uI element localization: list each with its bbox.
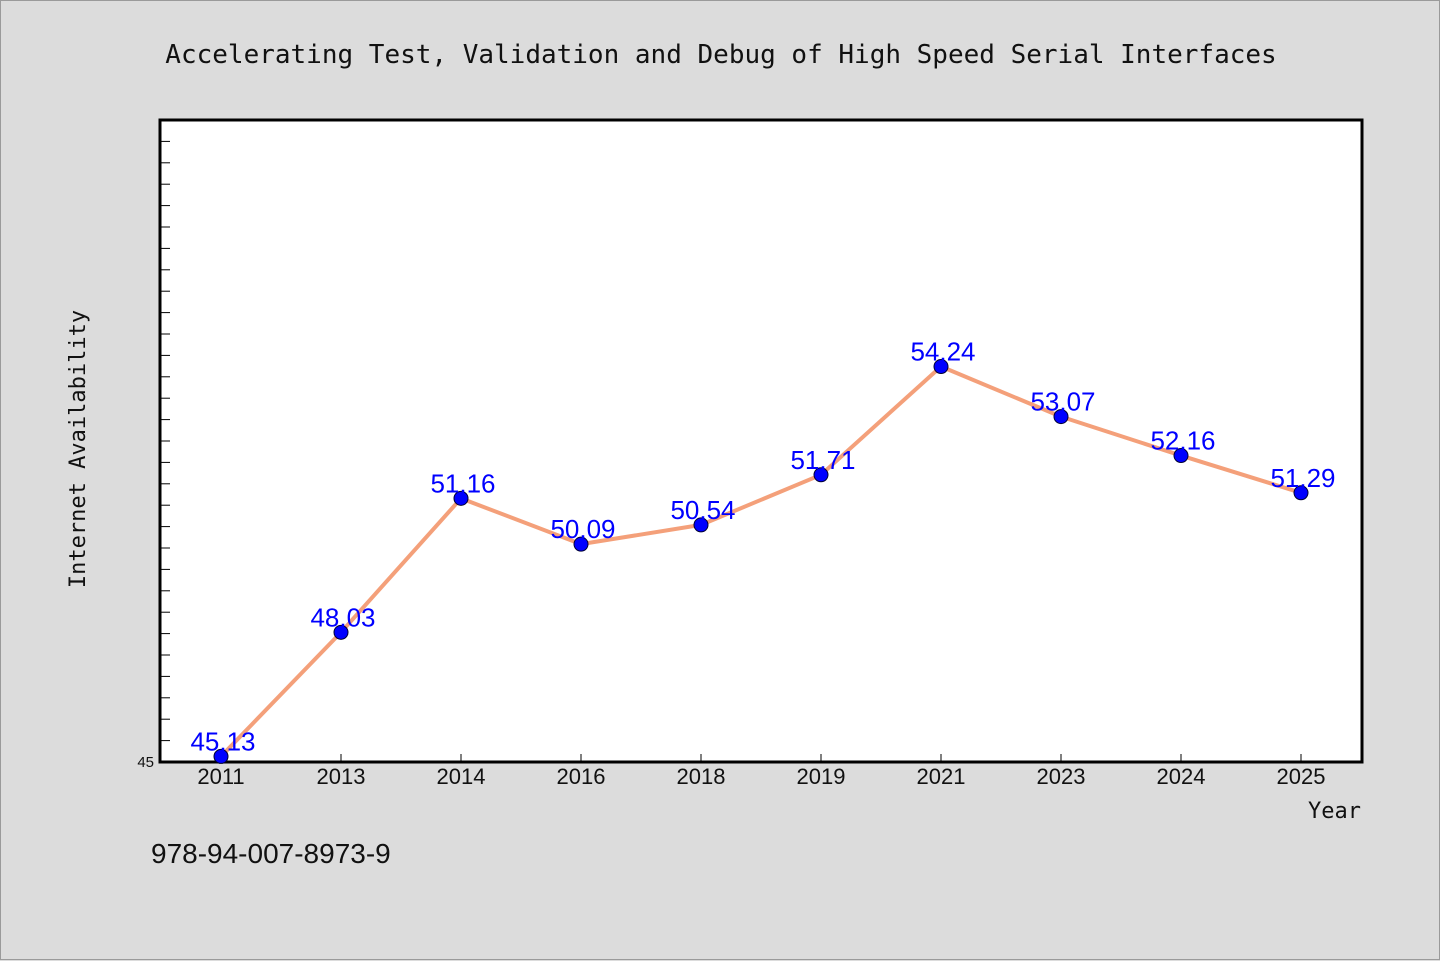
x-tick-label: 2019 bbox=[797, 764, 846, 789]
data-label: 51.71 bbox=[790, 445, 855, 475]
y-axis-ticks: 45 bbox=[137, 140, 170, 771]
data-point bbox=[1293, 485, 1309, 501]
x-tick-label: 2011 bbox=[197, 764, 244, 789]
data-point bbox=[333, 624, 349, 640]
x-tick-label: 2025 bbox=[1277, 764, 1326, 789]
x-tick-label: 2014 bbox=[437, 764, 486, 789]
data-label: 50.54 bbox=[670, 495, 735, 525]
x-tick-label: 2021 bbox=[917, 764, 966, 789]
data-label: 51.29 bbox=[1270, 463, 1335, 493]
x-axis-label: Year bbox=[1308, 799, 1361, 824]
y-axis-label: Internet Availability bbox=[66, 310, 91, 588]
data-label: 52.16 bbox=[1150, 426, 1215, 456]
data-point bbox=[213, 748, 229, 764]
data-point bbox=[933, 359, 949, 375]
x-tick-label: 2013 bbox=[317, 764, 366, 789]
data-label: 45.13 bbox=[190, 726, 255, 756]
data-point bbox=[453, 490, 469, 506]
data-label: 53.07 bbox=[1030, 387, 1095, 417]
data-label: 48.03 bbox=[310, 602, 375, 632]
data-label: 54.24 bbox=[910, 337, 975, 367]
x-tick-label: 2018 bbox=[677, 764, 726, 789]
x-tick-label: 2016 bbox=[557, 764, 606, 789]
x-tick-label: 2024 bbox=[1157, 764, 1206, 789]
x-axis-ticks: 2011 2013 2014 2016 2018 2019 2021 2023 2024 2025 bbox=[197, 754, 1325, 789]
data-point bbox=[1053, 409, 1069, 425]
series-line-group bbox=[219, 364, 1303, 759]
data-point bbox=[813, 467, 829, 483]
plot-area bbox=[158, 118, 1364, 764]
data-label: 50.09 bbox=[550, 514, 615, 544]
footer-isbn: 978-94-007-8973-9 bbox=[151, 838, 391, 869]
data-point bbox=[1173, 448, 1189, 464]
data-point bbox=[573, 536, 589, 552]
y-tick-label: 45 bbox=[137, 754, 154, 771]
chart-title: Accelerating Test, Validation and Debug … bbox=[165, 40, 1276, 70]
data-point bbox=[693, 517, 709, 533]
data-label: 51.16 bbox=[430, 468, 495, 498]
x-tick-label: 2023 bbox=[1037, 764, 1086, 789]
data-labels: 45.13 48.03 51.16 50.09 50.54 51.71 54.24 53.07… bbox=[190, 337, 1335, 757]
data-markers bbox=[213, 359, 1309, 764]
series-line bbox=[219, 364, 1303, 759]
